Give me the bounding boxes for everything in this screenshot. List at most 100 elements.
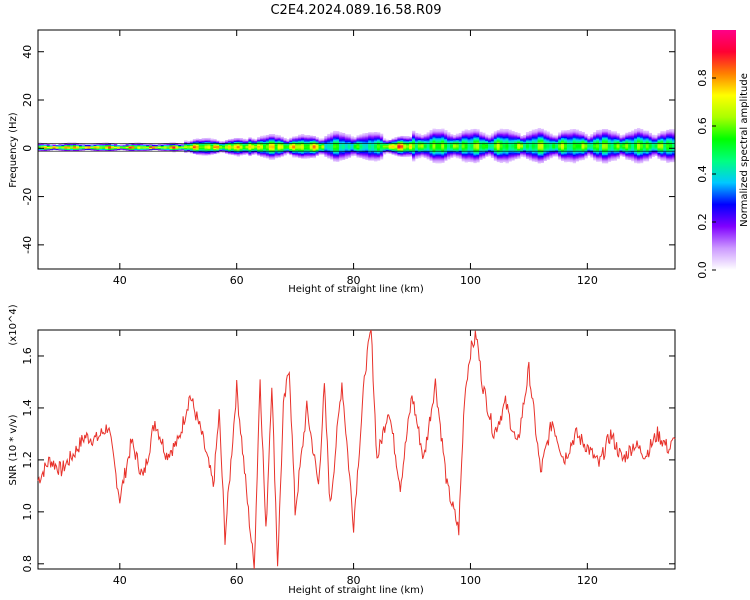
spectrogram-cell <box>552 136 556 139</box>
spectrogram-cell <box>660 145 664 148</box>
spectrogram-cell <box>461 153 466 156</box>
spectrogram-cell <box>420 143 425 146</box>
spectrogram-cell <box>496 154 501 157</box>
spectrogram-cell <box>336 148 340 150</box>
spectrogram-cell <box>546 146 550 148</box>
spectrogram-cell <box>578 140 582 143</box>
spectrogram-cell <box>312 144 316 147</box>
spectrogram-cell <box>631 133 635 135</box>
spectrogram-cell <box>458 140 463 142</box>
spectrogram-cell <box>575 159 579 162</box>
spectrogram-cell <box>108 144 112 147</box>
spectrogram-cell <box>552 140 556 142</box>
spectrogram-cell <box>479 139 483 141</box>
spectrogram-cell <box>584 135 588 137</box>
spectrogram-cell <box>260 155 264 157</box>
spectrogram-cell <box>438 154 442 157</box>
spectrogram-cell <box>300 154 305 157</box>
spectrogram-cell <box>528 131 533 133</box>
spectrogram-cell <box>482 156 486 159</box>
spectrogram-cell <box>508 138 512 140</box>
spectrogram-cell <box>409 152 413 155</box>
spectrogram-cell <box>379 136 384 138</box>
spectrogram-cell <box>549 140 553 143</box>
spectrogram-cell <box>639 131 644 134</box>
spectrogram-cell <box>140 143 144 146</box>
spectrogram-cell <box>607 138 612 141</box>
spectrogram-cell <box>496 145 501 148</box>
spectrogram-cell <box>260 140 264 143</box>
spectrogram-cell <box>499 143 504 145</box>
spectrogram-cell <box>648 151 653 153</box>
spectrogram-cell <box>245 151 249 154</box>
spectrogram-cell <box>338 151 343 154</box>
spectrogram-cell <box>248 152 252 154</box>
spectrogram-cell <box>298 141 302 144</box>
spectrogram-cell <box>622 152 626 155</box>
spectrogram-cell <box>365 135 369 138</box>
spectrogram-cell <box>327 144 331 147</box>
spectrogram-cell <box>654 149 658 152</box>
spectrogram-cell <box>531 158 536 161</box>
spectrogram-cell <box>613 149 617 152</box>
spectrogram-cell <box>134 144 138 147</box>
spectrogram-cell <box>604 136 609 139</box>
spectrogram-cell <box>663 157 667 160</box>
spectrogram-cell <box>628 141 632 144</box>
spectrogram-cell <box>447 134 451 137</box>
spectrogram-cell <box>572 139 577 142</box>
spectrogram-cell <box>490 152 495 155</box>
spectrogram-cell <box>631 139 635 141</box>
spectrogram-cell <box>362 140 366 143</box>
spectrogram-cell <box>596 146 600 149</box>
spectrogram-cell <box>537 159 541 161</box>
spectrogram-cell <box>505 152 509 154</box>
spectrogram-cell <box>476 153 480 156</box>
spectrogram-cell <box>96 144 100 147</box>
spectrogram-cell <box>610 141 615 143</box>
spectrogram-cell <box>67 146 71 148</box>
spectrogram-cell <box>295 144 299 147</box>
spectrogram-cell <box>330 137 334 140</box>
spectrogram-cell <box>563 135 568 137</box>
spectrogram-cell <box>482 132 486 135</box>
spectrogram-cell <box>651 154 655 156</box>
spectrogram-cell <box>277 136 281 139</box>
spectrogram-cell <box>479 145 483 147</box>
spectrogram-cell <box>397 149 401 152</box>
spectrogram-cell <box>406 140 410 143</box>
spectrogram-cell <box>657 148 661 151</box>
spectrogram-cell <box>137 149 141 152</box>
spectrogram-cell <box>660 136 664 138</box>
spectrogram-cell <box>654 136 658 138</box>
spectrogram-cell <box>420 147 425 149</box>
spectrogram-cell <box>257 144 261 147</box>
spectrogram-cell <box>505 146 509 148</box>
spectrogram-cell <box>298 138 302 140</box>
spectrogram-cell <box>660 138 664 141</box>
spectrogram-cell <box>300 140 305 142</box>
spectrogram-cell <box>534 158 539 160</box>
spectrogram-cell <box>599 129 603 132</box>
spectrogram-cell <box>520 149 524 151</box>
spectrogram-cell <box>429 134 433 137</box>
spectrogram-cell <box>637 160 641 163</box>
spectrogram-cell <box>184 146 188 149</box>
spectrogram-cell <box>651 136 655 138</box>
spectrogram-cell <box>49 147 54 149</box>
spectrogram-cell <box>613 147 617 149</box>
spectrogram-cell <box>423 153 428 156</box>
spectrogram-cell <box>283 146 287 149</box>
spectrogram-cell <box>499 160 504 162</box>
spectrogram-cell <box>590 140 594 142</box>
spectrogram-cell <box>242 153 246 155</box>
spectrogram-cell <box>531 139 536 141</box>
spectrogram-cell <box>482 143 486 146</box>
spectrogram-cell <box>292 143 296 146</box>
spectrogram-cell <box>499 144 504 147</box>
spectrogram-cell <box>657 138 661 140</box>
spectrogram-cell <box>604 138 609 141</box>
spectrogram-cell <box>330 157 334 160</box>
spectrogram-cell <box>216 149 220 151</box>
